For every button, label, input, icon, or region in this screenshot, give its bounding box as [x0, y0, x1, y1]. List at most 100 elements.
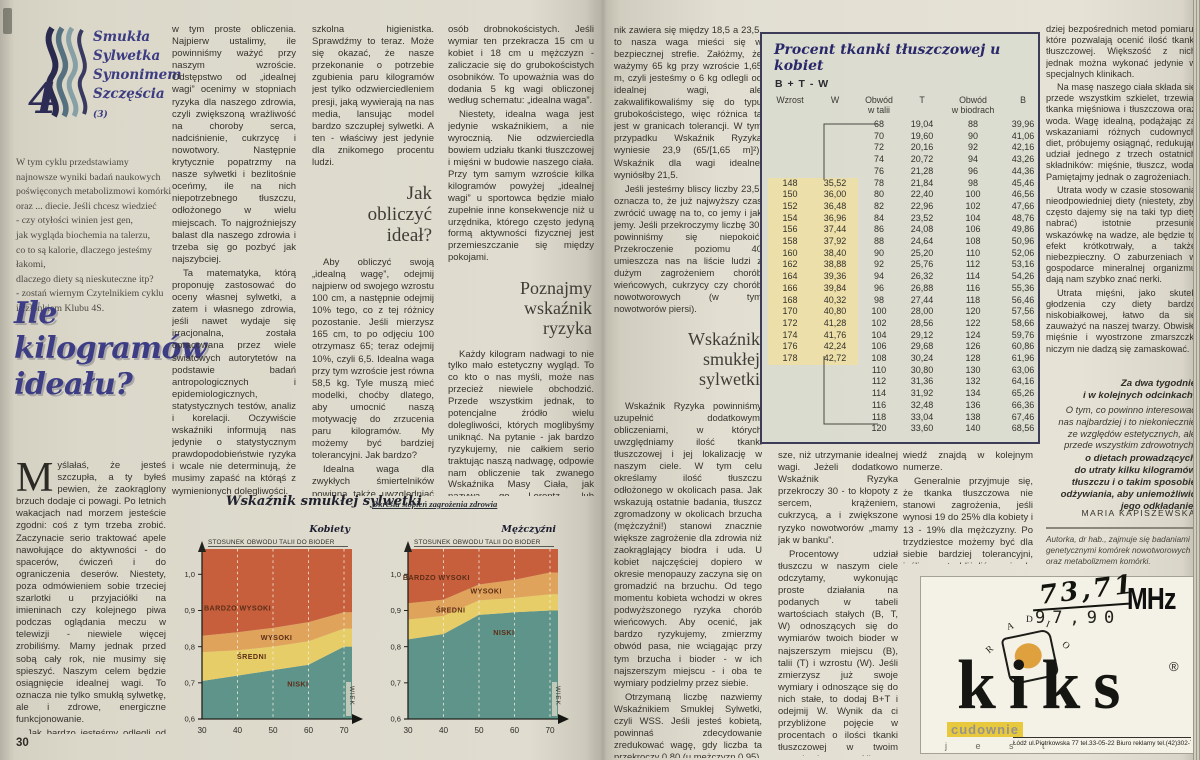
- paragraph: Jeśli jesteśmy bliscy liczby 23,5, oznac…: [614, 182, 762, 315]
- author-divider: [1046, 527, 1196, 529]
- table-cell: 26,88: [910, 282, 934, 293]
- svg-text:Kobiety: Kobiety: [308, 524, 351, 535]
- page-fold: [586, 0, 620, 760]
- table-cell: [812, 388, 858, 400]
- table-cell: 90: [967, 130, 978, 141]
- section-heading-wss: Wskaźnik smukłej sylwetki: [688, 329, 760, 389]
- paragraph: dziej bezpośrednich metod pomiaru, które…: [1046, 24, 1196, 79]
- table-cell: 33,04: [910, 411, 934, 422]
- table-cell: 126: [965, 341, 981, 352]
- table-cell: [812, 154, 858, 166]
- svg-text:NISKI: NISKI: [287, 680, 308, 689]
- table-cell: 20,72: [910, 154, 934, 165]
- teaser-topics: o dietach prowadzących do utraty kilku k…: [1060, 453, 1196, 513]
- table-cell: 92: [967, 142, 978, 153]
- table-header: Obwód w biodrach: [951, 95, 995, 115]
- table-cell: 112: [871, 376, 887, 387]
- table-cell: [768, 365, 812, 377]
- paragraph: Jak bardzo jesteśmy odlegli od ideału? W…: [27, 728, 166, 734]
- series-wave-logo: [45, 26, 88, 118]
- table-header: T: [919, 95, 925, 105]
- table-cell: 54,26: [1011, 271, 1035, 282]
- table-cell: 64,16: [1011, 376, 1035, 387]
- stamp-letter: A: [1005, 621, 1016, 633]
- series-index: (3): [93, 110, 108, 120]
- table-cell: 25,20: [910, 247, 934, 258]
- table-cell: 94: [873, 271, 884, 282]
- table-header: Wzrost: [776, 95, 804, 105]
- svg-text:60: 60: [304, 726, 314, 735]
- svg-text:BARDZO WYSOKI: BARDZO WYSOKI: [403, 573, 470, 582]
- table-cell: [768, 400, 812, 412]
- table-cell: 63,06: [1011, 364, 1035, 375]
- table-cell: 108: [965, 236, 981, 247]
- table-cell: 136: [965, 399, 981, 410]
- teaser-body: O tym, co powinno interesować nas najbar…: [1058, 404, 1196, 451]
- svg-text:WIEK: WIEK: [348, 686, 355, 706]
- table-cell: 37,92: [812, 236, 858, 248]
- table-cell: 110: [965, 247, 981, 258]
- tagline-line: Synonimem: [93, 67, 182, 83]
- table-cell: 22,96: [910, 200, 934, 211]
- paragraph: Niestety, idealna waga jest jedynie wska…: [448, 109, 594, 264]
- table-cell: 70: [873, 130, 884, 141]
- table-cell: 72: [873, 142, 884, 153]
- table-cell: 74: [873, 154, 884, 165]
- table-cell: [768, 131, 812, 143]
- paragraph: Aby obliczyć swoją „idealną wagę”, odejm…: [312, 256, 434, 462]
- table-cell: [812, 131, 858, 143]
- svg-text:0,9: 0,9: [184, 606, 195, 615]
- table-cell: 37,44: [812, 224, 858, 237]
- svg-text:0,7: 0,7: [184, 678, 195, 687]
- svg-text:0,8: 0,8: [390, 642, 401, 651]
- table-cell: [812, 142, 858, 154]
- table-cell: 21,84: [910, 177, 934, 188]
- table-cell: 28,56: [910, 317, 934, 328]
- table-cell: 29,12: [910, 329, 934, 340]
- paragraph: Idealna waga dla zwykłych śmiertelników …: [312, 464, 434, 496]
- series-tagline: Smukła Sylwetka Synonimem Szczęścia (3): [93, 28, 182, 125]
- table-cell: 156: [768, 224, 812, 237]
- table-cell: 53,16: [1011, 259, 1035, 270]
- table-cell: 42,72: [812, 353, 858, 365]
- table-cell: 102: [871, 317, 887, 328]
- paragraph: Na masę naszego ciała składa się przede …: [1046, 82, 1196, 182]
- table-cell: [768, 154, 812, 166]
- table-cell: [812, 365, 858, 377]
- svg-text:Mężczyźni: Mężczyźni: [500, 524, 556, 535]
- svg-text:WIEK: WIEK: [554, 686, 561, 706]
- svg-text:WYSOKI: WYSOKI: [261, 633, 293, 642]
- svg-text:50: 50: [268, 726, 278, 735]
- teaser-lead: Za dwa tygodnie i w kolejnych odcinkach:: [1082, 378, 1196, 401]
- table-cell: 112: [965, 259, 981, 270]
- table-cell: 102: [965, 200, 981, 211]
- table-cell: 98: [873, 294, 884, 305]
- chart-women: NISKI ŚREDNI WYSOKI BARDZO WYSOKI 1,0 0,9 0,8 0…: [158, 522, 366, 744]
- svg-text:0,9: 0,9: [390, 606, 401, 615]
- table-cell: 120: [871, 423, 887, 434]
- table-cell: 118: [871, 411, 887, 422]
- table-cell: 31,92: [910, 388, 934, 399]
- table-cell: 30,24: [910, 353, 934, 364]
- table-cell: 24,64: [910, 236, 934, 247]
- table-cell: 98: [967, 177, 978, 188]
- table-cell: 164: [768, 271, 812, 283]
- table-cell: 21,28: [910, 165, 934, 176]
- table-cell: 47,66: [1011, 200, 1035, 211]
- body-column-3: szkolna higienistka. Sprawdźmy to teraz.…: [312, 24, 434, 496]
- table-cell: 44,36: [1011, 165, 1035, 176]
- table-cell: 158: [768, 236, 812, 248]
- table-cell: 55,36: [1011, 282, 1035, 293]
- paragraph: Utrata mięśni, jako skutek głodzenia czy…: [1046, 287, 1196, 354]
- table-cell: 58,66: [1011, 317, 1035, 328]
- body-column-8: dziej bezpośrednich metod pomiaru, które…: [1046, 24, 1196, 374]
- body-column-6: sze, niż utrzymanie idealnej wagi. Jeżel…: [778, 450, 898, 756]
- table-cell: 174: [768, 329, 812, 342]
- table-cell: 150: [768, 189, 812, 201]
- series-number: 4: [28, 74, 58, 123]
- table-cell: 114: [965, 271, 981, 282]
- svg-text:70: 70: [545, 726, 555, 735]
- paragraph: osób drobnokościstych. Jeśli wymiar ten …: [448, 24, 594, 107]
- table-cell: 78: [873, 177, 884, 188]
- article-title: Ile kilogramów ideału?: [14, 296, 207, 402]
